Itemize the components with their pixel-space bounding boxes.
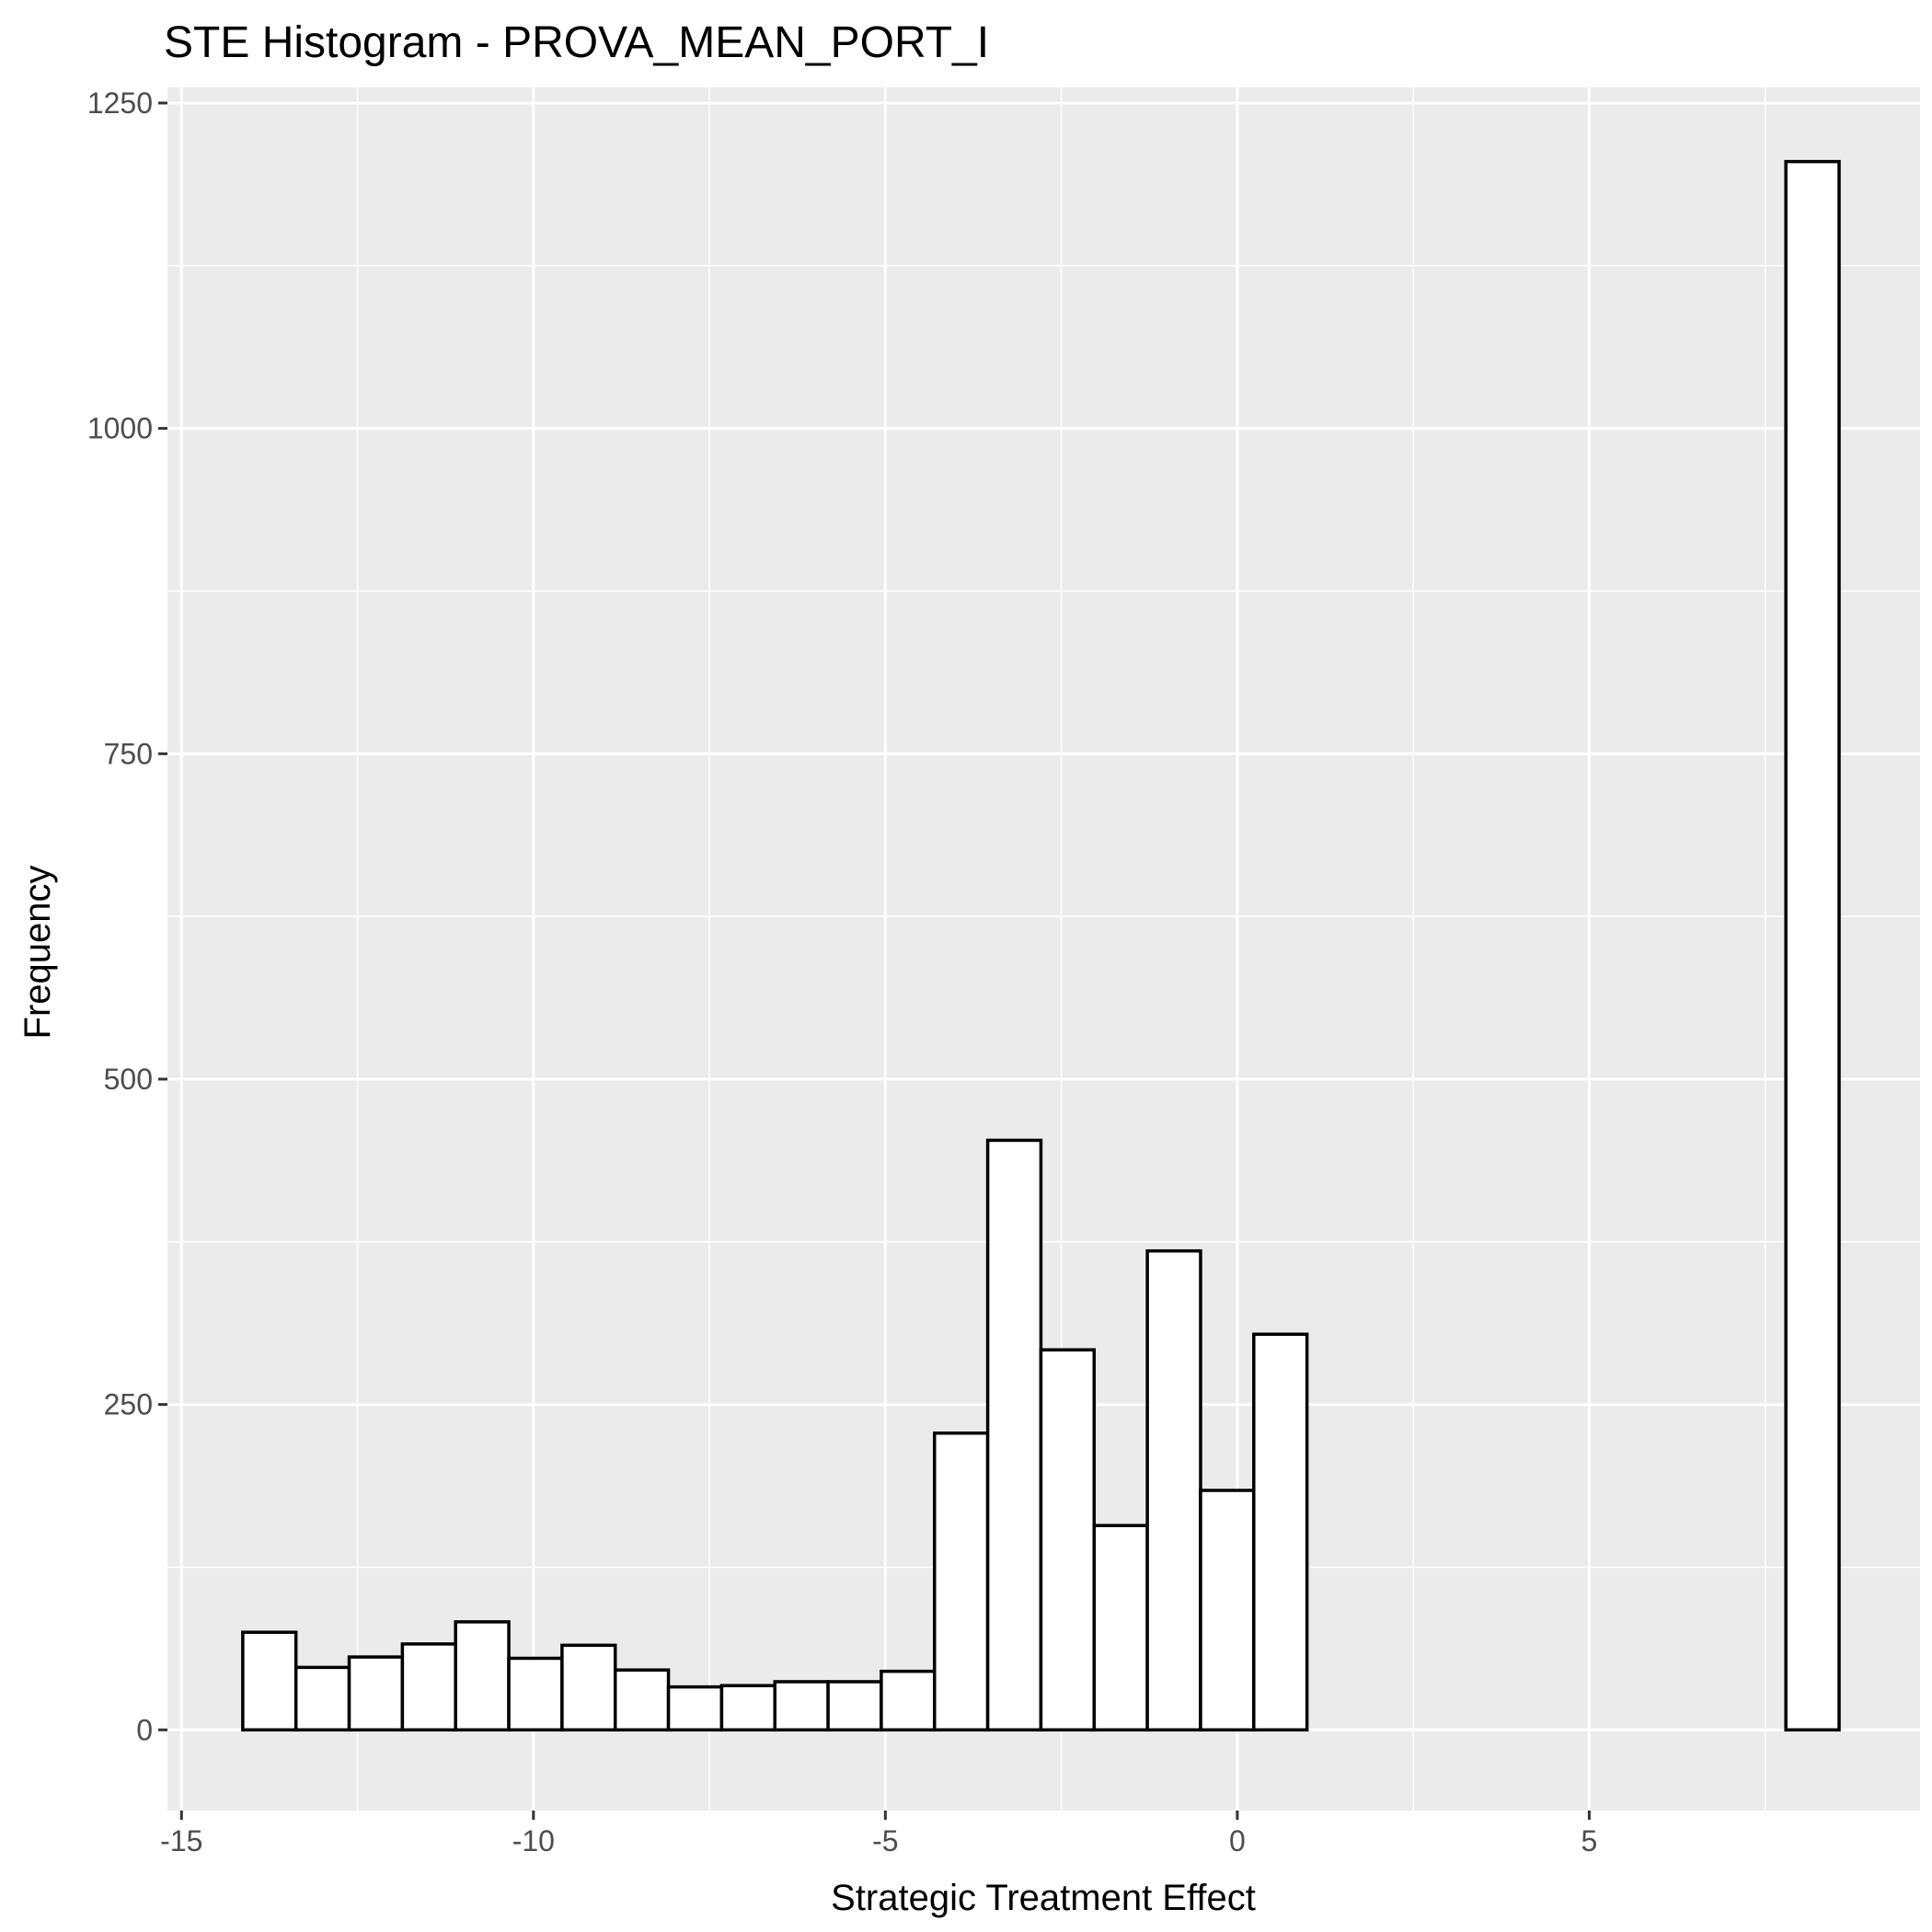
x-axis-title: Strategic Treatment Effect — [831, 1878, 1256, 1918]
histogram-bar — [1092, 1524, 1149, 1732]
x-tick-label: 5 — [1581, 1824, 1598, 1857]
y-axis-title: Frequency — [17, 866, 58, 1040]
histogram-bar — [241, 1630, 298, 1732]
y-tick-label: 1000 — [87, 412, 153, 445]
histogram-bar — [1199, 1489, 1256, 1732]
histogram-bar — [1145, 1248, 1202, 1732]
histogram-bar — [293, 1665, 351, 1732]
x-tick-label: -10 — [512, 1824, 555, 1857]
y-tick-label: 0 — [136, 1713, 153, 1746]
histogram-bar — [985, 1138, 1043, 1732]
histogram-bar — [400, 1642, 457, 1732]
y-tick-label: 1250 — [87, 86, 153, 120]
y-tick-label: 750 — [104, 737, 153, 770]
histogram-bar — [1252, 1332, 1309, 1732]
histogram-bar — [1039, 1348, 1097, 1732]
histogram-bar — [933, 1432, 990, 1732]
y-tick-label: 500 — [104, 1063, 153, 1096]
histogram-bar — [454, 1620, 511, 1732]
histogram-bar — [613, 1668, 671, 1732]
histogram-bar — [560, 1643, 617, 1732]
histogram-bar — [773, 1680, 830, 1732]
y-axis: 0 250 500 750 1000 1250 — [87, 86, 167, 1746]
x-tick-label: -15 — [160, 1824, 202, 1857]
x-tick-label: 0 — [1229, 1824, 1246, 1857]
histogram-bar — [826, 1680, 883, 1732]
histogram-bar — [719, 1684, 776, 1732]
histogram-bar — [347, 1655, 405, 1732]
histogram-bar — [880, 1669, 937, 1732]
histogram-bar — [666, 1685, 724, 1732]
major-gridlines-x — [179, 87, 1591, 1811]
y-tick-label: 250 — [104, 1388, 153, 1421]
x-axis: -15 -10 -5 0 5 — [160, 1811, 1597, 1857]
histogram-bar — [1784, 159, 1841, 1732]
x-tick-label: -5 — [872, 1824, 898, 1857]
histogram-bar — [507, 1656, 564, 1732]
chart-title: STE Histogram - PROVA_MEAN_PORT_I — [164, 18, 989, 67]
histogram-bars — [241, 159, 1841, 1732]
